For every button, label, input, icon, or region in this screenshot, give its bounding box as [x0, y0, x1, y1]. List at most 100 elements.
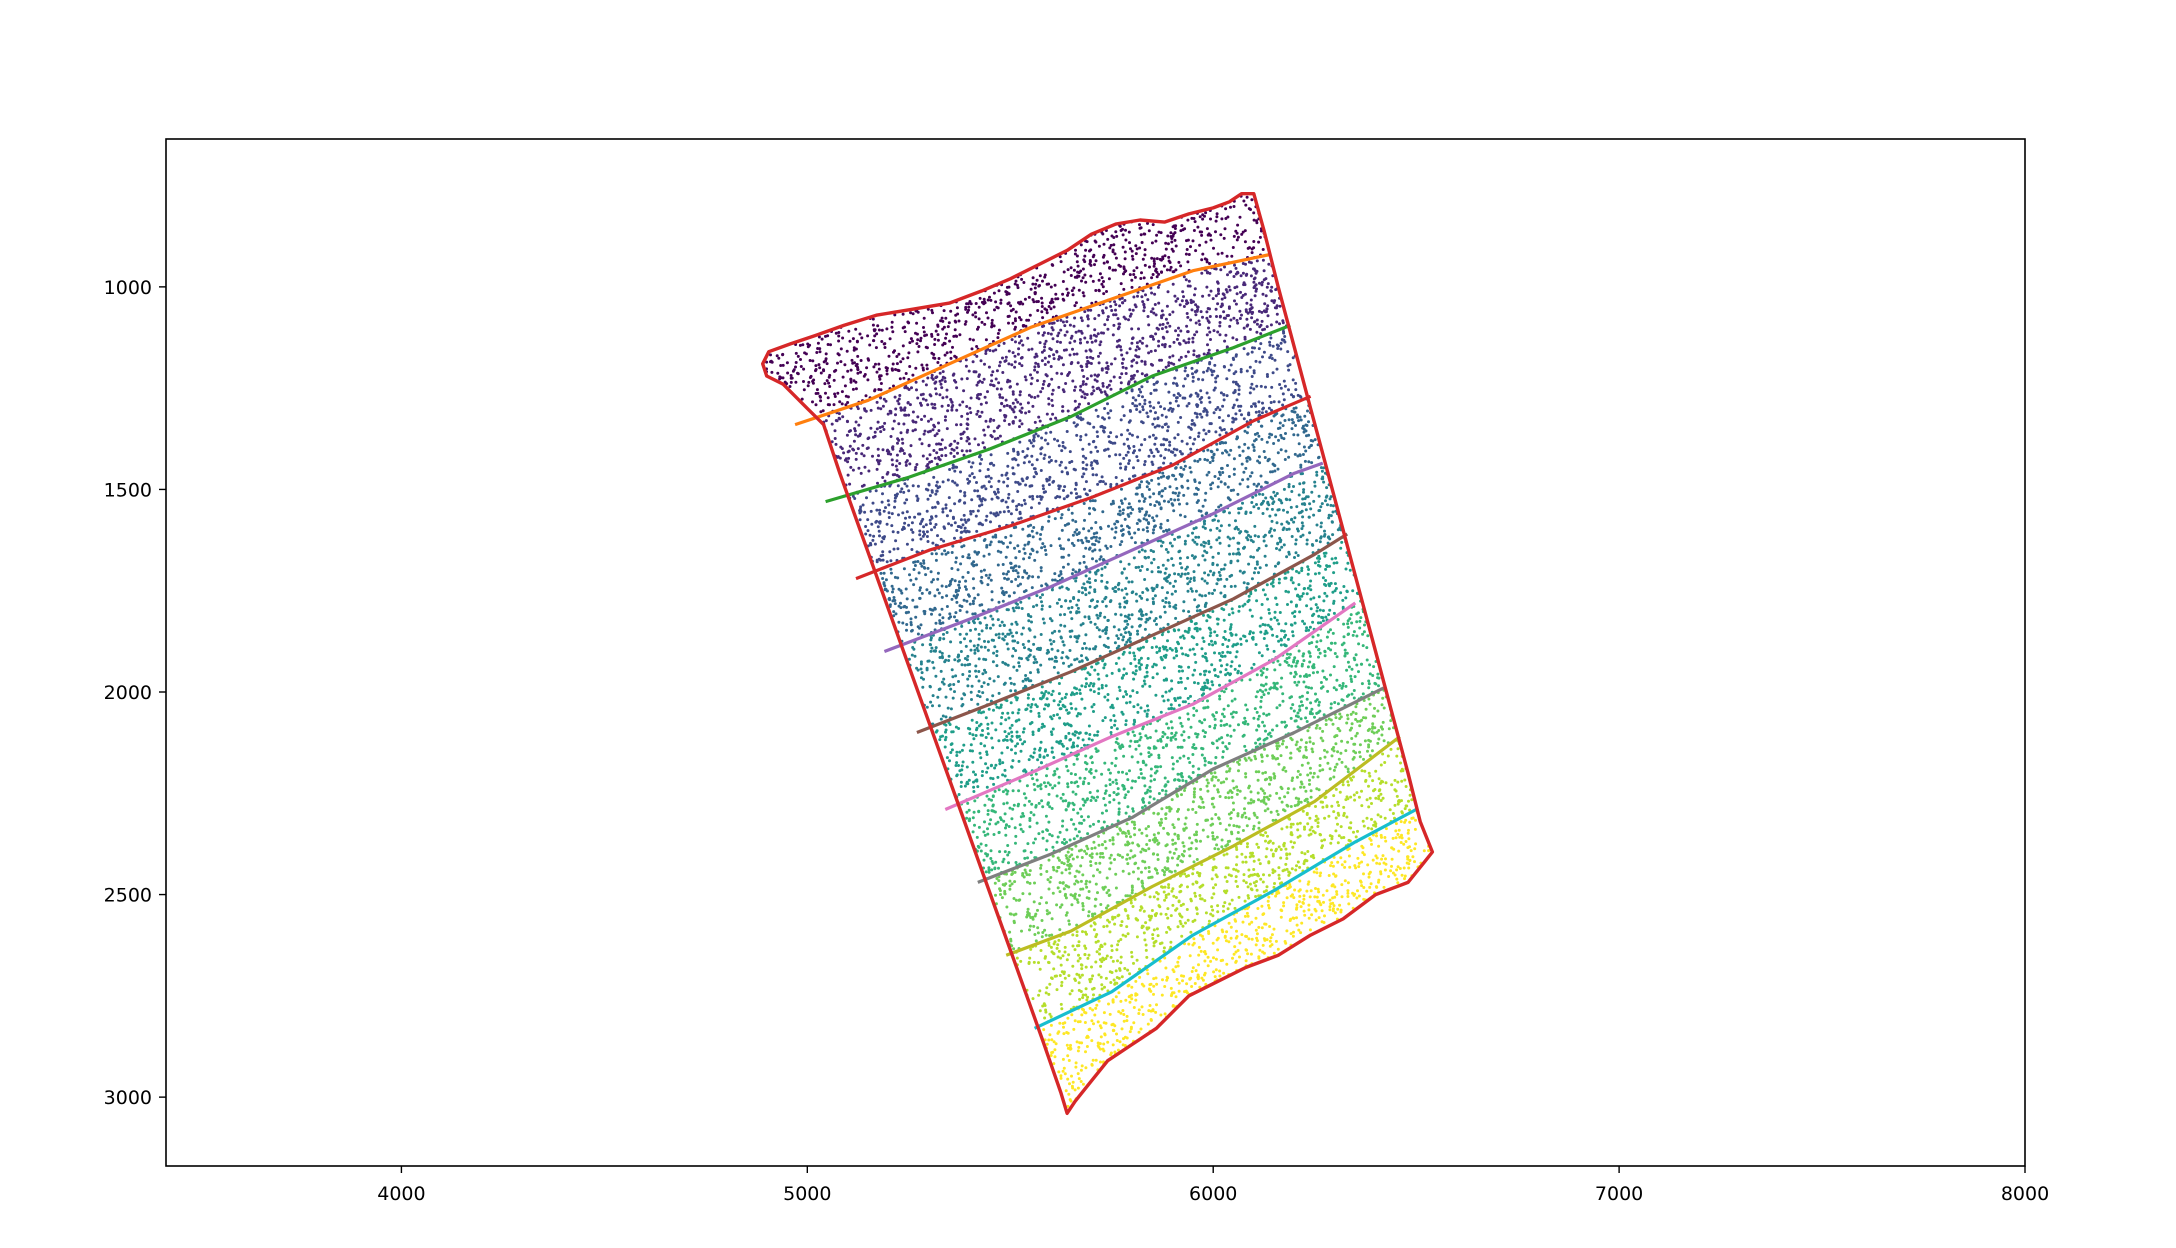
scatter-point	[1217, 536, 1221, 540]
scatter-point	[1131, 396, 1135, 400]
scatter-point	[1096, 616, 1100, 620]
scatter-point	[1167, 707, 1171, 711]
scatter-point	[1173, 436, 1177, 440]
scatter-point	[1281, 403, 1285, 407]
scatter-point	[1191, 379, 1195, 383]
scatter-point	[1238, 605, 1241, 609]
scatter-point	[1063, 696, 1067, 699]
scatter-point	[1061, 1022, 1065, 1025]
scatter-point	[1059, 516, 1063, 520]
scatter-point	[967, 808, 971, 812]
scatter-point	[1206, 964, 1210, 968]
scatter-point	[1172, 381, 1175, 385]
scatter-point	[1214, 307, 1218, 311]
scatter-point	[1074, 570, 1078, 574]
scatter-point	[1165, 975, 1169, 979]
scatter-point	[1057, 692, 1061, 696]
scatter-point	[1078, 688, 1082, 692]
scatter-point	[1130, 997, 1134, 1001]
scatter-point	[908, 365, 912, 368]
scatter-point	[1088, 733, 1092, 736]
scatter-point	[1400, 836, 1404, 840]
scatter-point	[1091, 1008, 1095, 1012]
scatter-point	[889, 559, 893, 563]
scatter-point	[1361, 644, 1365, 648]
scatter-point	[1231, 336, 1235, 340]
scatter-point	[1246, 446, 1250, 450]
scatter-point	[1196, 681, 1200, 685]
scatter-point	[1066, 785, 1070, 789]
scatter-point	[1140, 271, 1143, 275]
scatter-point	[1223, 875, 1227, 879]
scatter-point	[1105, 371, 1109, 374]
scatter-point	[895, 468, 899, 472]
scatter-point	[1128, 1000, 1132, 1004]
scatter-point	[983, 446, 987, 450]
scatter-point	[1298, 454, 1302, 457]
scatter-point	[1288, 852, 1292, 856]
scatter-point	[941, 507, 945, 511]
scatter-point	[921, 454, 925, 458]
scatter-point	[974, 302, 978, 305]
scatter-point	[1225, 290, 1229, 294]
scatter-point	[1319, 521, 1323, 525]
scatter-point	[1359, 616, 1363, 620]
scatter-point	[1193, 787, 1197, 791]
scatter-point	[1169, 986, 1173, 990]
scatter-point	[1123, 497, 1127, 501]
scatter-point	[1138, 975, 1142, 979]
scatter-point	[1180, 572, 1184, 576]
scatter-point	[1233, 918, 1237, 922]
scatter-point	[1084, 480, 1088, 484]
scatter-point	[1091, 549, 1095, 553]
scatter-point	[1170, 544, 1174, 548]
scatter-point	[1051, 412, 1055, 416]
scatter-point	[1092, 874, 1095, 878]
scatter-point	[1149, 610, 1153, 614]
scatter-point	[1302, 488, 1306, 492]
scatter-point	[1295, 505, 1299, 509]
scatter-point	[1382, 861, 1386, 865]
scatter-point	[1055, 903, 1059, 907]
scatter-point	[904, 587, 908, 591]
scatter-point	[1266, 282, 1270, 286]
scatter-point	[1310, 490, 1314, 494]
scatter-point	[986, 722, 990, 726]
scatter-point	[1211, 643, 1215, 647]
scatter-point	[1267, 611, 1271, 615]
scatter-point	[1252, 859, 1256, 863]
scatter-point	[1126, 853, 1130, 857]
scatter-point	[1111, 499, 1115, 503]
scatter-point	[1016, 352, 1020, 356]
scatter-point	[979, 569, 983, 573]
scatter-point	[1010, 723, 1014, 727]
scatter-point	[1093, 668, 1097, 672]
scatter-point	[1211, 713, 1215, 717]
scatter-point	[1170, 592, 1174, 596]
scatter-point	[1306, 761, 1310, 765]
scatter-point	[943, 526, 947, 530]
scatter-point	[1007, 349, 1011, 353]
scatter-point	[1016, 602, 1019, 606]
scatter-point	[1084, 656, 1088, 660]
scatter-point	[1273, 358, 1277, 362]
scatter-point	[960, 764, 964, 768]
scatter-point	[1006, 711, 1010, 715]
scatter-point	[875, 400, 879, 404]
scatter-point	[1164, 247, 1168, 251]
scatter-point	[881, 448, 885, 452]
scatter-point	[932, 449, 936, 452]
scatter-point	[1279, 347, 1283, 351]
scatter-point	[1119, 961, 1123, 965]
scatter-point	[1140, 565, 1144, 568]
scatter-point	[865, 366, 869, 370]
scatter-point	[1120, 487, 1123, 491]
scatter-point	[1166, 859, 1170, 863]
scatter-point	[1282, 543, 1286, 547]
scatter-point	[1227, 638, 1231, 642]
scatter-point	[1186, 350, 1190, 354]
scatter-point	[1324, 584, 1328, 587]
scatter-point	[1043, 956, 1047, 960]
scatter-point	[950, 408, 954, 412]
scatter-point	[1098, 548, 1102, 552]
